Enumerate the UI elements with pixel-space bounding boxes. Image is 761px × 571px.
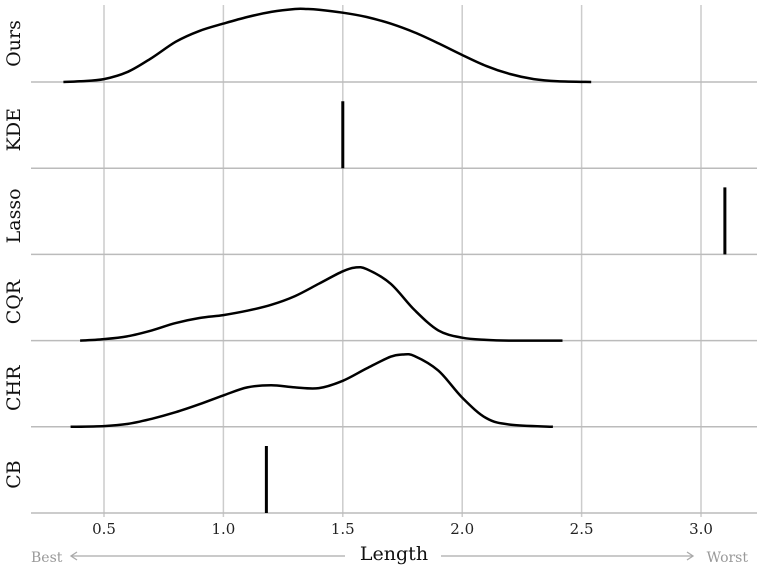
x-tick-label: 2.5 — [570, 520, 594, 538]
row-ours: Ours — [3, 7, 757, 84]
row-chr: CHR — [3, 352, 757, 429]
x-tick-label: 1.5 — [331, 520, 355, 538]
x-tick-label: 1.0 — [211, 520, 235, 538]
x-axis-title: Length — [360, 543, 428, 565]
gridlines — [103, 5, 702, 517]
row-cqr: CQR — [3, 265, 757, 342]
worst-annotation: Worst — [707, 550, 749, 566]
row-label: KDE — [3, 108, 25, 151]
x-tick-label: 0.5 — [92, 520, 116, 538]
row-label: Ours — [3, 20, 25, 67]
worst-arrow — [441, 551, 695, 561]
best-annotation: Best — [31, 550, 63, 566]
row-cb: CB — [3, 446, 757, 514]
density-curve-cqr — [80, 265, 563, 342]
x-axis-ticks: 0.5 1.0 1.5 2.0 2.5 3.0 — [92, 520, 713, 538]
x-tick-label: 2.0 — [450, 520, 474, 538]
row-label: Lasso — [3, 188, 25, 243]
row-kde: KDE — [3, 101, 757, 169]
best-arrow — [69, 551, 345, 561]
row-lasso: Lasso — [3, 187, 757, 256]
row-label: CHR — [3, 365, 25, 411]
row-label: CQR — [3, 279, 25, 324]
row-label: CB — [3, 460, 25, 489]
ridge-rows: Ours KDE Lasso CQR CHR CB — [3, 7, 757, 514]
density-curve-ours — [63, 7, 592, 84]
x-tick-label: 3.0 — [689, 520, 713, 538]
density-curve-chr — [70, 352, 553, 429]
